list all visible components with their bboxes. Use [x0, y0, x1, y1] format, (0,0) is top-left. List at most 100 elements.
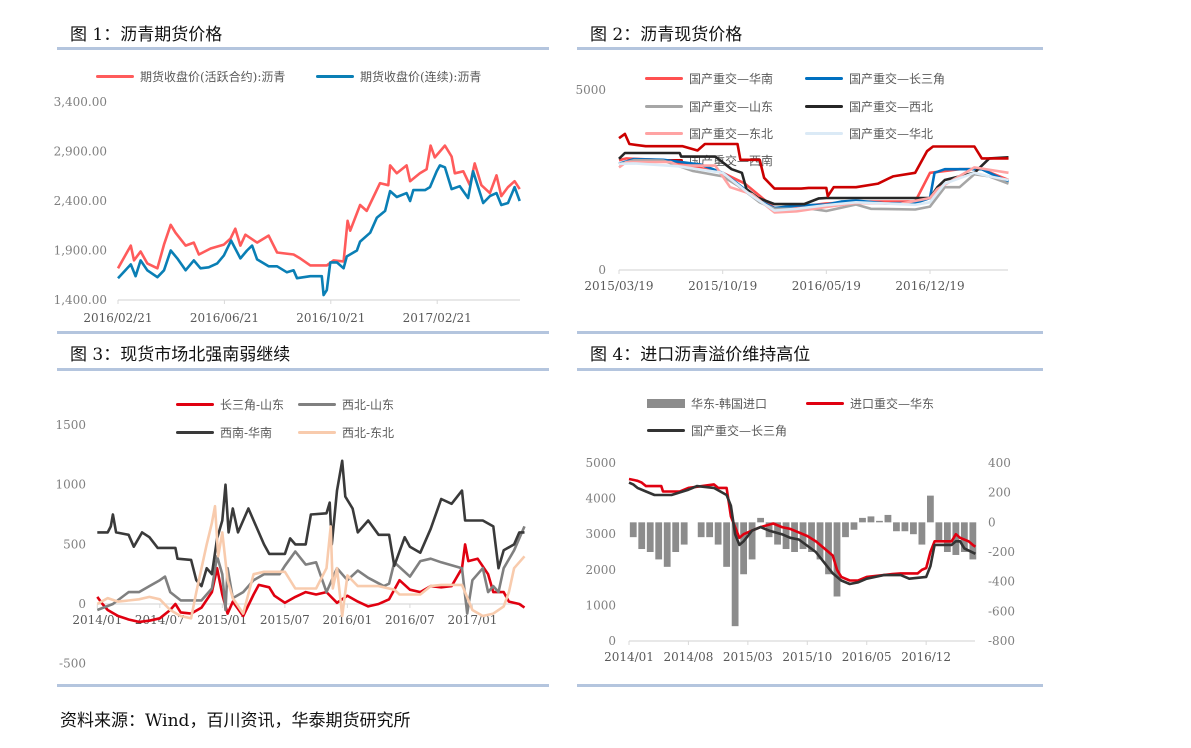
y-tick-label: -500 — [59, 657, 86, 671]
x-tick-label: 2015/03 — [723, 650, 773, 664]
bar — [706, 522, 714, 538]
x-tick-label: 2015/10/19 — [688, 279, 757, 293]
bar — [926, 495, 934, 523]
y-tick-label: 1500 — [55, 418, 86, 432]
y-tick-label: 1000 — [55, 478, 86, 492]
x-tick-label: 2016/05 — [842, 650, 892, 664]
source-note: 资料来源：Wind，百川资讯，华泰期货研究所 — [60, 711, 411, 731]
chart1-title: 图 1：沥青期货价格 — [70, 25, 223, 45]
legend-swatch — [647, 399, 685, 408]
series-line — [618, 158, 1009, 213]
series-line — [97, 459, 525, 588]
legend-label: 国产重交—长三角 — [849, 72, 946, 86]
bar — [876, 520, 883, 523]
bar — [638, 522, 646, 550]
series-line — [618, 160, 1009, 214]
legend-label: 进口重交—华东 — [850, 397, 935, 411]
y-tick-label: 5000 — [575, 83, 606, 97]
bar — [867, 516, 875, 523]
y2-tick-label: 200 — [988, 486, 1011, 500]
chart4-title: 图 4：进口沥青溢价维持高位 — [590, 345, 811, 365]
series-line — [618, 157, 1010, 210]
series-line — [117, 164, 521, 297]
legend-item: 国产重交—华北 — [805, 125, 933, 142]
bar — [791, 522, 798, 552]
bar — [884, 514, 892, 523]
x-tick-label: 2016/07 — [385, 613, 435, 627]
divider — [577, 684, 1043, 687]
bar — [969, 522, 977, 560]
legend-item: 期货收盘价(活跃合约):沥青 — [96, 68, 285, 85]
bar — [893, 522, 900, 532]
bar — [859, 517, 866, 523]
legend-label: 期货收盘价(活跃合约):沥青 — [140, 70, 286, 84]
x-tick-label: 2016/12 — [901, 650, 951, 664]
legend-label: 华东-韩国进口 — [691, 397, 768, 411]
series-line — [618, 162, 1009, 212]
bar — [918, 522, 926, 545]
bar — [825, 522, 832, 575]
x-tick-label: 2016/05/19 — [792, 279, 861, 293]
bar — [697, 522, 705, 538]
x-tick-label: 2014/01 — [72, 613, 122, 627]
legend-item: 国产重交—山东 — [645, 98, 773, 115]
legend-swatch — [176, 431, 214, 434]
series-line — [618, 132, 1009, 198]
y-tick-label: 0 — [608, 634, 616, 648]
bar — [910, 522, 917, 535]
bar — [731, 522, 739, 627]
legend-item: 西北-东北 — [298, 424, 394, 441]
bar — [833, 522, 841, 597]
bar — [943, 522, 951, 552]
y-tick-label: 3000 — [585, 527, 616, 541]
bar — [629, 522, 637, 538]
bar — [663, 522, 671, 567]
divider — [577, 368, 1043, 371]
y-tick-label: 1,900.00 — [54, 244, 107, 258]
legend-label: 期货收盘价(连续):沥青 — [360, 70, 482, 84]
x-tick-label: 2016/02/21 — [83, 311, 152, 325]
legend-label: 西北-东北 — [342, 426, 395, 440]
bar — [757, 517, 764, 523]
legend-label: 国产重交—华北 — [849, 127, 934, 141]
x-tick-label: 2015/01 — [197, 613, 247, 627]
x-tick-label: 2015/07 — [260, 613, 310, 627]
legend-swatch — [645, 132, 683, 135]
legend-swatch — [805, 105, 843, 108]
y2-tick-label: -800 — [988, 634, 1015, 648]
divider — [57, 47, 549, 50]
series-line — [96, 504, 526, 620]
y2-tick-label: -400 — [988, 575, 1015, 589]
y-tick-label: 0 — [78, 597, 86, 611]
bar — [901, 522, 909, 532]
legend-swatch — [647, 429, 685, 432]
x-tick-label: 2016/01 — [322, 613, 372, 627]
x-tick-label: 2014/08 — [664, 650, 714, 664]
legend-item: 期货收盘价(连续):沥青 — [316, 68, 481, 85]
bar — [646, 522, 654, 552]
bar — [960, 522, 968, 552]
x-tick-label: 2017/02/21 — [403, 311, 472, 325]
y-tick-label: 2,400.00 — [54, 194, 107, 208]
y-tick-label: 1,400.00 — [54, 293, 107, 307]
legend-item: 国产重交—长三角 — [805, 70, 945, 87]
divider — [57, 368, 549, 371]
legend-item: 长三角-山东 — [176, 396, 284, 413]
series-line — [628, 481, 976, 586]
legend-swatch — [805, 77, 843, 80]
x-tick-label: 2014/01 — [604, 650, 654, 664]
bar — [850, 522, 858, 530]
bar — [816, 522, 824, 560]
bar — [680, 522, 688, 545]
y-tick-label: 0 — [598, 263, 606, 277]
y-tick-label: 500 — [63, 537, 86, 551]
divider — [57, 331, 549, 334]
legend-swatch — [96, 75, 134, 78]
legend-item: 国产重交—东北 — [645, 125, 773, 142]
legend-swatch — [298, 431, 336, 434]
bar — [935, 522, 943, 542]
legend-swatch — [176, 403, 214, 406]
x-tick-label: 2016/12/19 — [895, 279, 964, 293]
legend-label: 国产重交—山东 — [689, 100, 774, 114]
